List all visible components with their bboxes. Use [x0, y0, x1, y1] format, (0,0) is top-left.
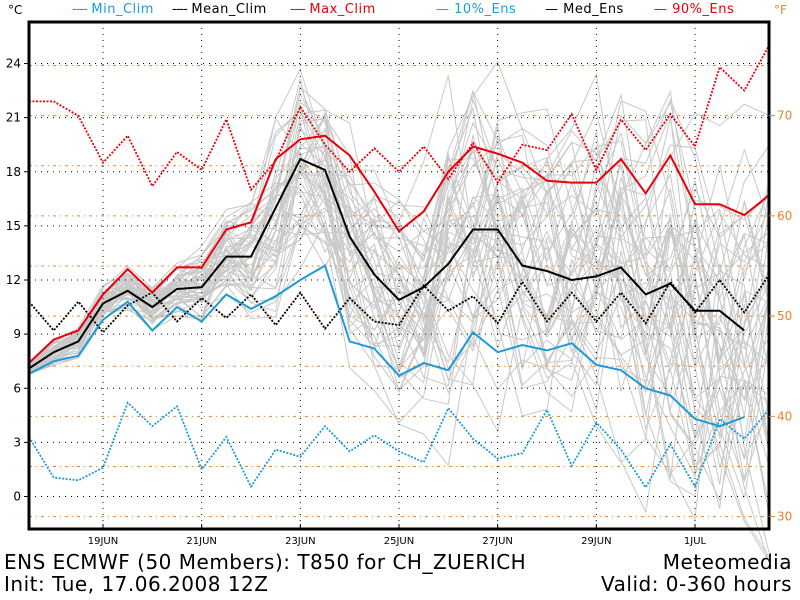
y-tick-label-f: 70: [777, 109, 792, 123]
chart-title: ENS ECMWF (50 Members): T850 for CH_ZUER…: [4, 550, 527, 574]
y-tick-label: 0: [13, 490, 21, 504]
source-label: Meteomedia: [662, 550, 792, 574]
ensemble-member-line: [28, 165, 770, 464]
ensemble-member-line: [28, 103, 770, 372]
legend-med-ens: — Med_Ens: [545, 2, 624, 17]
series-p10-ens: [28, 264, 745, 428]
y-tick-label: 24: [6, 56, 21, 70]
ensemble-member-line: [28, 144, 770, 439]
y-tick-label: 3: [13, 435, 21, 449]
legend-p90-ens: — 90%_Ens: [654, 2, 735, 17]
ensemble-member-line: [28, 180, 770, 466]
y-tick-label-f: 40: [777, 409, 792, 423]
grid: [29, 22, 769, 529]
y-unit-celsius: °C: [8, 3, 23, 17]
ensemble-member-line: [28, 121, 770, 393]
y-tick-label: 15: [6, 219, 21, 233]
y-tick-label-f: 60: [777, 209, 792, 223]
y-tick-label: 9: [13, 327, 21, 341]
ensemble-member-line: [28, 159, 770, 383]
series-min-clim: [28, 401, 770, 490]
ensemble-member-line: [28, 111, 770, 368]
series-p90-ens: [28, 134, 770, 364]
legend-min-clim: ---- Min_Clim: [72, 2, 154, 17]
legend-max-clim: ---- Max_Clim: [290, 2, 376, 17]
y-tick-label: 12: [6, 273, 21, 287]
x-axis: 19JUN 21JUN 23JUN 25JUN 27JUN 29JUN 1JUL: [88, 524, 707, 547]
y-axis-fahrenheit: 30 40 50 60 70: [769, 109, 792, 524]
y-tick-label: 6: [13, 381, 21, 395]
ensemble-member-line: [28, 153, 770, 401]
y-axis-celsius: 0 3 6 9 12 15 18 21 24: [6, 56, 29, 504]
ensemble-member-line: [28, 108, 770, 370]
x-tick-label: 27JUN: [482, 536, 512, 547]
ensemble-member-line: [28, 181, 770, 483]
x-tick-label: 1JUL: [684, 536, 707, 547]
series-lines: [28, 45, 770, 490]
y-tick-label-f: 50: [777, 309, 792, 323]
y-unit-fahrenheit: °F: [774, 3, 787, 17]
legend-p10-ens: — 10%_Ens: [436, 2, 517, 17]
y-tick-label: 21: [6, 111, 21, 125]
x-tick-label: 19JUN: [88, 536, 118, 547]
valid-label: Valid: 0-360 hours: [601, 572, 792, 596]
x-tick-label: 23JUN: [285, 536, 315, 547]
ensemble-member-line: [28, 101, 770, 562]
ensemble-member-line: [28, 98, 770, 553]
ensemble-member-line: [28, 156, 770, 412]
chart-subtitle: Init: Tue, 17.06.2008 12Z: [4, 572, 269, 596]
x-tick-label: 25JUN: [384, 536, 414, 547]
x-tick-label: 21JUN: [186, 536, 216, 547]
series-med-ens: [28, 157, 745, 370]
y-tick-label-f: 30: [777, 510, 792, 524]
ensemble-member-line: [28, 160, 770, 429]
x-tick-label: 29JUN: [581, 536, 611, 547]
legend-mean-clim: ---- Mean_Clim: [172, 2, 267, 17]
y-tick-label: 18: [6, 165, 21, 179]
